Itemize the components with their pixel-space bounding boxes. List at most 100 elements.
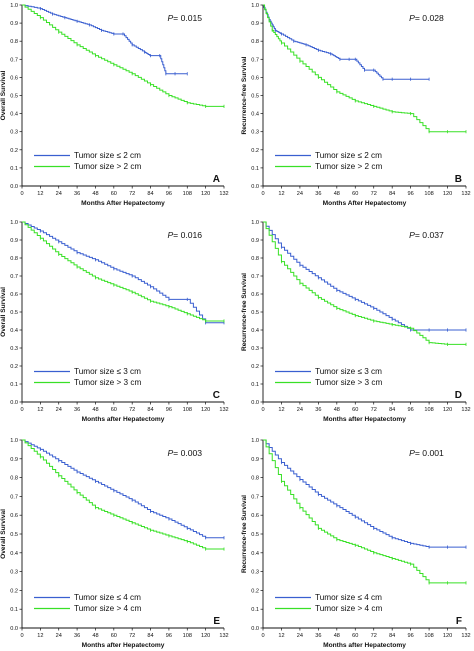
y-tick-label: 0.3 xyxy=(251,570,259,576)
y-tick-label: 1.0 xyxy=(251,3,259,9)
x-tick-label: 0 xyxy=(261,191,264,197)
x-tick-label: 120 xyxy=(443,407,452,413)
x-tick-label: 24 xyxy=(297,407,303,413)
y-axis-title: Overall Survival xyxy=(0,70,7,120)
y-tick-label: 0.4 xyxy=(251,112,259,118)
y-tick-label: 0.9 xyxy=(10,457,18,463)
y-tick-label: 1.0 xyxy=(10,220,18,226)
y-tick-label: 0.6 xyxy=(251,513,259,519)
x-tick-label: 132 xyxy=(219,407,228,413)
y-tick-label: 0.7 xyxy=(251,494,259,500)
x-tick-label: 96 xyxy=(166,407,172,413)
y-tick-label: 0.5 xyxy=(10,94,18,100)
p-value-number: = 0.037 xyxy=(415,230,444,240)
series-line-e-1 xyxy=(22,439,224,539)
panel-label: C xyxy=(213,390,220,401)
series-line-b-1 xyxy=(263,4,430,80)
x-tick-label: 108 xyxy=(183,633,192,639)
y-tick-label: 1.0 xyxy=(251,220,259,226)
y-tick-label: 0.4 xyxy=(251,551,259,557)
y-tick-label: 0.1 xyxy=(10,607,18,613)
y-tick-label: 0.3 xyxy=(10,570,18,576)
y-tick-label: 0.8 xyxy=(251,476,259,482)
legend-label: Tumor size > 2 cm xyxy=(315,162,382,171)
y-tick-label: 0.6 xyxy=(251,292,259,298)
p-value: P= 0.037 xyxy=(409,230,444,240)
x-axis-title: Months after Hepatectomy xyxy=(82,416,165,423)
y-tick-label: 0.3 xyxy=(10,346,18,352)
x-tick-label: 12 xyxy=(37,407,43,413)
x-tick-label: 48 xyxy=(334,407,340,413)
y-axis-title: Recurrence-free Survival xyxy=(241,495,248,573)
panel-c: 0 12 24 36 48 60 72 84 96 108 120 132 0.0 0.1 0.2 0.3 0.… xyxy=(0,220,229,423)
y-tick-label: 0.1 xyxy=(10,382,18,388)
y-tick-label: 0.0 xyxy=(10,400,18,406)
x-tick-label: 60 xyxy=(111,633,117,639)
y-tick-label: 0.8 xyxy=(251,256,259,262)
x-axis-title: Months after Hepatectomy xyxy=(323,416,406,423)
x-tick-label: 120 xyxy=(201,633,210,639)
y-tick-label: 0.9 xyxy=(10,21,18,27)
x-tick-label: 24 xyxy=(56,633,62,639)
p-value-symbol: P xyxy=(409,230,415,240)
x-tick-label: 96 xyxy=(166,633,172,639)
x-tick-label: 132 xyxy=(461,633,470,639)
x-tick-label: 84 xyxy=(389,191,395,197)
x-tick-label: 0 xyxy=(20,407,23,413)
p-value-number: = 0.003 xyxy=(173,448,202,458)
legend-label: Tumor size ≤ 4 cm xyxy=(74,593,141,602)
series-line-e-2 xyxy=(22,439,224,550)
legend-label: Tumor size > 2 cm xyxy=(74,162,141,171)
legend-label: Tumor size ≤ 3 cm xyxy=(74,367,141,376)
x-tick-label: 120 xyxy=(201,191,210,197)
p-value-number: = 0.015 xyxy=(173,13,202,23)
x-tick-label: 12 xyxy=(37,191,43,197)
x-tick-label: 84 xyxy=(147,191,153,197)
y-tick-label: 1.0 xyxy=(10,438,18,444)
y-tick-label: 0.0 xyxy=(10,184,18,190)
x-tick-label: 84 xyxy=(389,407,395,413)
x-tick-label: 36 xyxy=(315,633,321,639)
x-tick-label: 96 xyxy=(166,191,172,197)
x-tick-label: 12 xyxy=(278,633,284,639)
p-value-number: = 0.001 xyxy=(415,448,444,458)
y-tick-label: 0.8 xyxy=(10,256,18,262)
y-tick-label: 0.2 xyxy=(251,148,259,154)
x-tick-label: 96 xyxy=(408,407,414,413)
p-value: P= 0.016 xyxy=(167,230,202,240)
y-tick-label: 0.7 xyxy=(10,57,18,63)
y-tick-label: 0.4 xyxy=(10,112,18,118)
y-tick-label: 0.5 xyxy=(251,94,259,100)
y-tick-label: 0.2 xyxy=(251,364,259,370)
legend-label: Tumor size > 4 cm xyxy=(315,604,382,613)
series-line-a-1 xyxy=(22,4,188,75)
x-tick-label: 60 xyxy=(352,191,358,197)
y-tick-label: 0.1 xyxy=(10,166,18,172)
x-tick-label: 36 xyxy=(315,407,321,413)
y-tick-label: 0.8 xyxy=(10,476,18,482)
x-tick-label: 84 xyxy=(389,633,395,639)
x-tick-label: 24 xyxy=(56,191,62,197)
p-value-symbol: P xyxy=(409,13,415,23)
x-tick-label: 120 xyxy=(443,191,452,197)
x-tick-label: 72 xyxy=(129,407,135,413)
x-tick-label: 12 xyxy=(37,633,43,639)
series-line-b-2 xyxy=(263,4,466,133)
y-tick-label: 0.3 xyxy=(251,130,259,136)
x-tick-label: 36 xyxy=(315,191,321,197)
legend-label: Tumor size ≤ 2 cm xyxy=(315,151,382,160)
x-tick-label: 0 xyxy=(261,633,264,639)
x-tick-label: 60 xyxy=(111,191,117,197)
y-tick-label: 0.5 xyxy=(10,310,18,316)
y-tick-label: 0.1 xyxy=(251,382,259,388)
x-tick-label: 36 xyxy=(74,633,80,639)
x-tick-label: 84 xyxy=(147,407,153,413)
y-tick-label: 0.4 xyxy=(10,551,18,557)
p-value: P= 0.015 xyxy=(167,13,202,23)
x-axis-title: Months After Hepatectomy xyxy=(81,200,165,207)
y-tick-label: 0.0 xyxy=(251,400,259,406)
y-axis-title: Overall Survival xyxy=(0,287,7,337)
x-tick-label: 72 xyxy=(129,191,135,197)
x-tick-label: 132 xyxy=(461,191,470,197)
panel-label: E xyxy=(213,616,220,627)
